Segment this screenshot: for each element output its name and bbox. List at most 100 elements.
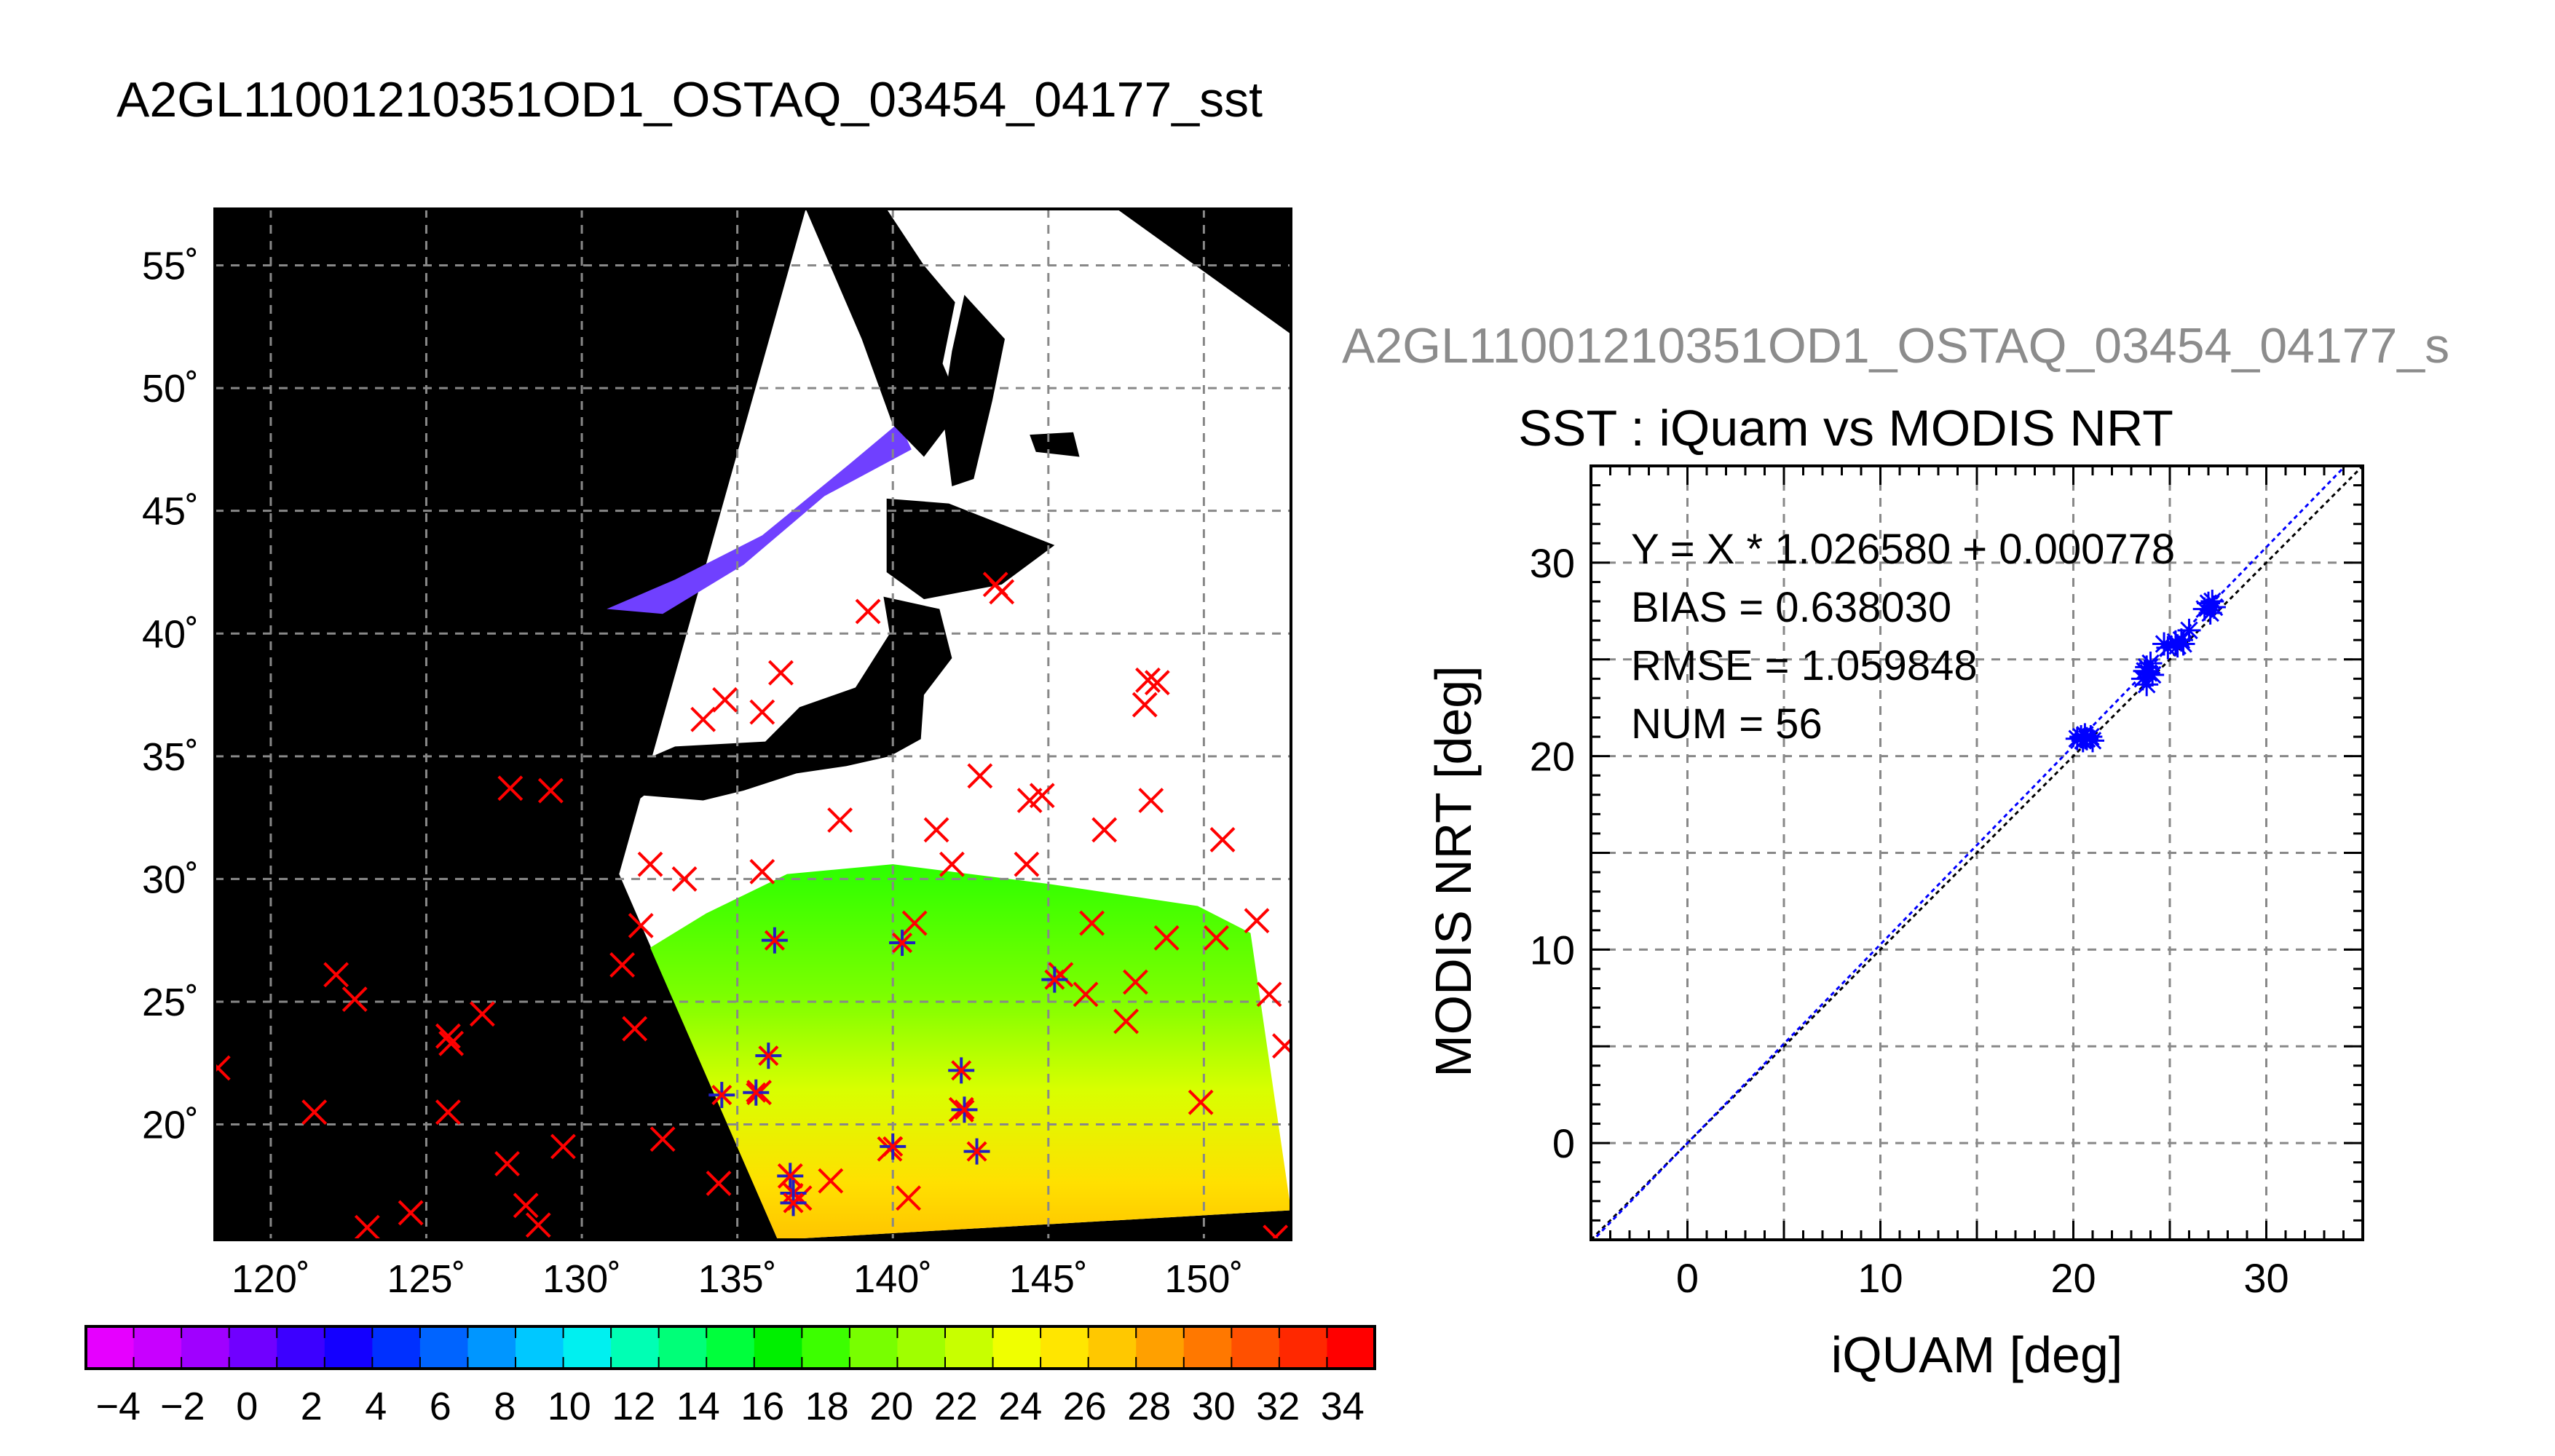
colorbar-segment [706,1326,755,1369]
colorbar-segment [229,1326,278,1369]
matchup-marker [761,927,788,954]
map-lon-tick-label: 120˚ [232,1257,310,1301]
color-bar: −4 −2 0 2 4 6 8 10 12 14 16 18 20 22 24 26 28 30 32 34 [84,1325,1376,1428]
insitu-marker [1079,910,1105,936]
map-lat-tick-label: 30˚ [142,858,199,901]
colorbar-tick-label: 30 [1192,1385,1236,1428]
land-mask-1 [942,295,1006,486]
colorbar-tick-label: 22 [934,1385,978,1428]
insitu-marker [628,913,654,938]
matchup-marker [1041,966,1068,993]
insitu-marker [438,1030,465,1056]
y-tick-label: 0 [1552,1120,1575,1166]
insitu-marker [706,1171,732,1196]
stats-annotation: RMSE = 1.059848 [1631,642,1978,689]
colorbar-tick-label: 0 [236,1385,258,1428]
map-lon-tick-label: 135˚ [698,1257,777,1301]
colorbar-tick-label: 34 [1321,1385,1365,1428]
colorbar-frame [84,1325,1376,1370]
colorbar-tick-label: 26 [1063,1385,1107,1428]
insitu-marker [301,1099,328,1125]
map-plot-area [215,209,1291,1240]
insitu-marker [827,807,853,833]
map-lat-tick-label: 50˚ [142,367,199,411]
x-tick-label: 0 [1676,1255,1699,1301]
insitu-marker [1029,783,1055,809]
map-lon-tick-label: 130˚ [542,1257,621,1301]
colorbar-segment [1279,1326,1328,1369]
one-to-one-line [1591,466,2363,1240]
insitu-marker [550,1133,576,1160]
colorbar-segment [86,1326,135,1369]
colorbar-segment [802,1326,850,1369]
colorbar-segment [1088,1326,1137,1369]
insitu-marker [469,1001,495,1027]
matchup-marker [743,1079,770,1106]
colorbar-tick-label: 14 [676,1385,720,1428]
colorbar-segment [372,1326,421,1369]
land-mask-6 [1030,432,1080,457]
insitu-marker [494,1151,520,1176]
scatter-chart: SST : iQuam vs MODIS NRT 0 10 20 30 0 10 20 30 Y… [1425,400,2364,1383]
colorbar-segment [563,1326,612,1369]
colorbar-tick-label: 20 [869,1385,913,1428]
map-axes: 120˚ 125˚ 130˚ 135˚ 140˚ 145˚ 150˚ 20˚ 25˚ 30˚ 35˚… [142,207,1292,1301]
y-tick-label: 20 [1530,734,1575,780]
scatter-lines [1591,466,2363,1240]
insitu-marker [749,858,775,885]
land-mask-0 [805,209,962,457]
insitu-marker [712,687,738,713]
insitu-marker [690,706,716,732]
scatter-plot-area: 0 10 20 30 0 10 20 30 Y = X * 1.026580 + 0.00077… [1530,464,2364,1301]
matchup-marker [708,1082,735,1109]
sst-map: 120˚ 125˚ 130˚ 135˚ 140˚ 145˚ 150˚ 20˚ 25˚ 30˚ 35˚… [84,207,1376,1428]
insitu-marker [768,660,794,686]
x-tick-label: 20 [2050,1255,2096,1301]
data-point [2081,729,2104,753]
matchup-marker [755,1042,782,1069]
colorbar-segment [1040,1326,1089,1369]
insitu-marker [435,1099,461,1125]
colorbar-tick-label: 32 [1256,1385,1300,1428]
insitu-marker [1138,788,1164,813]
y-axis-label: MODIS NRT [deg] [1425,665,1482,1077]
colorbar-tick-label: 8 [494,1385,516,1428]
map-lat-tick-label: 40˚ [142,612,199,656]
insitu-marker [749,699,775,725]
colorbar-segment [419,1326,469,1369]
colorbar-segment [133,1326,183,1369]
colorbar-segment [1136,1326,1185,1369]
insitu-marker [1256,981,1282,1008]
map-frame [213,207,1292,1241]
map-lat-tick-label: 20˚ [142,1104,199,1147]
matchup-marker [780,1190,807,1216]
map-lat-tick-label: 35˚ [142,735,199,779]
stats-annotation: BIAS = 0.638030 [1631,584,1951,631]
colorbar-segment [324,1326,374,1369]
insitu-marker [341,986,368,1013]
colorbar-segment [992,1326,1042,1369]
insitu-marker [215,1055,231,1081]
colorbar-segment [754,1326,803,1369]
matchup-marker [963,1138,990,1165]
insitu-marker [513,1192,539,1219]
scatter-figure-title: A2GL11001210351OD1_OSTAQ_03454_04177_s [1342,318,2450,373]
insitu-marker [1132,692,1158,718]
colorbar-tick-label: −2 [160,1385,205,1428]
insitu-marker [1244,908,1270,934]
insitu-marker [637,851,663,877]
insitu-marker [398,1200,424,1226]
colorbar-tick-label: 24 [998,1385,1042,1428]
insitu-marker [323,962,350,988]
insitu-marker [1073,981,1099,1008]
insitu-marker [537,778,564,804]
chart-title: SST : iQuam vs MODIS NRT [1518,400,2173,456]
insitu-marker [1144,670,1170,696]
insitu-marker [1263,1224,1289,1240]
map-content [215,209,1291,1240]
land-mask-4 [563,657,632,791]
colorbar-segment [611,1326,660,1369]
map-lon-tick-label: 145˚ [1009,1257,1088,1301]
y-tick-label: 30 [1530,540,1575,586]
matchup-marker [948,1057,975,1084]
